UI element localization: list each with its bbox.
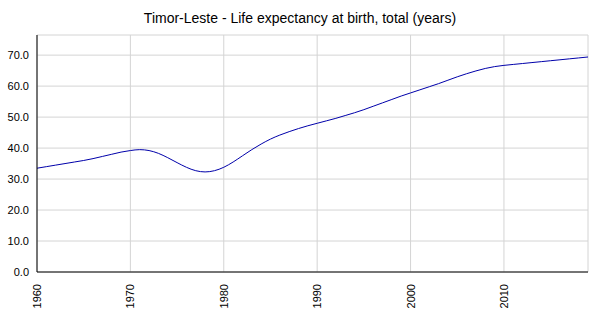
svg-text:1990: 1990 bbox=[311, 284, 323, 308]
svg-text:2010: 2010 bbox=[498, 284, 510, 308]
html-text:Timor-Leste - Life expectancy: Timor-Leste - Life expectancy at birth, … bbox=[143, 10, 457, 26]
svg-text:20.0: 20.0 bbox=[8, 204, 29, 216]
svg-text:60.0: 60.0 bbox=[8, 80, 29, 92]
svg-text:1970: 1970 bbox=[124, 284, 136, 308]
svg-text:1980: 1980 bbox=[218, 284, 230, 308]
svg-text:70.0: 70.0 bbox=[8, 49, 29, 61]
svg-text:2000: 2000 bbox=[405, 284, 417, 308]
svg-text:30.0: 30.0 bbox=[8, 173, 29, 185]
svg-text:0.0: 0.0 bbox=[14, 266, 29, 278]
svg-text:40.0: 40.0 bbox=[8, 142, 29, 154]
svg-text:10.0: 10.0 bbox=[8, 235, 29, 247]
svg-text:1960: 1960 bbox=[31, 284, 43, 308]
svg-text:50.0: 50.0 bbox=[8, 111, 29, 123]
